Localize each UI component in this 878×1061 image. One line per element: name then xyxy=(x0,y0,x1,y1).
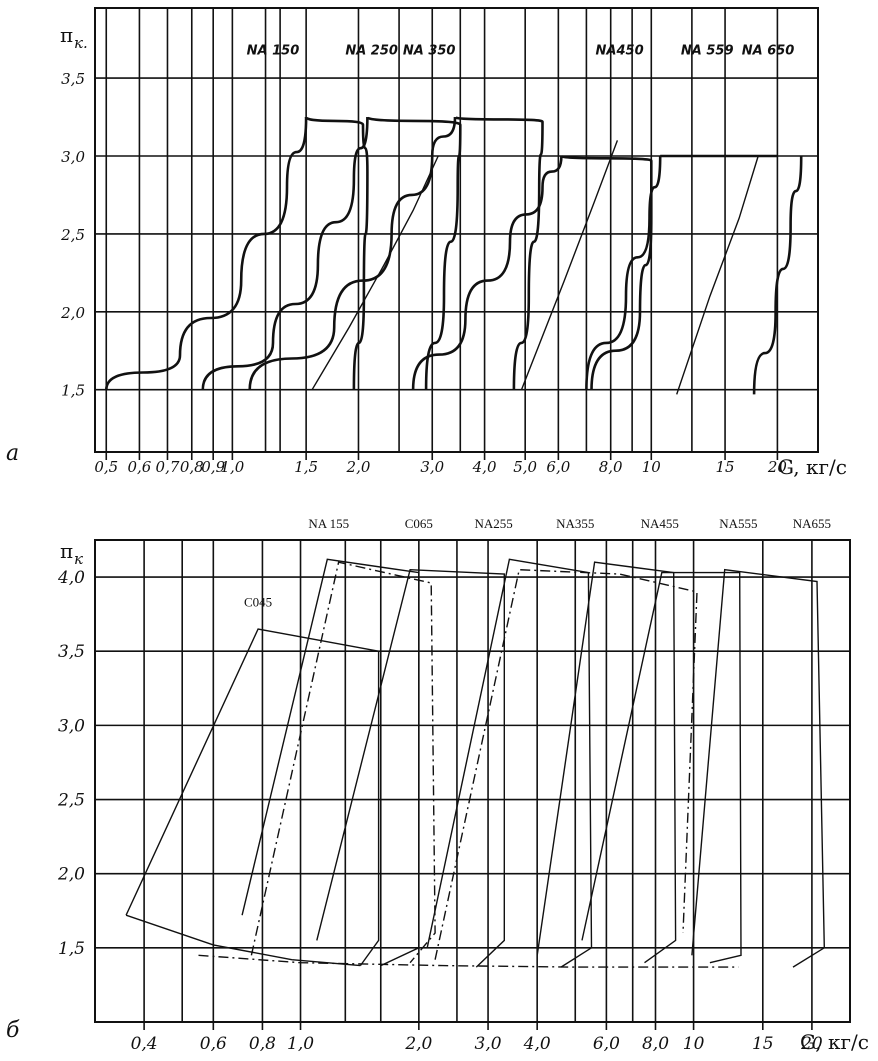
series-annotation: NA 559 xyxy=(681,44,734,59)
y-tick-label: 1,5 xyxy=(61,382,85,400)
y-tick-label: 1,5 xyxy=(58,939,85,959)
series-line-na450 xyxy=(560,154,653,390)
series-line-na650 xyxy=(752,155,803,395)
x-tick-label: 0,4 xyxy=(131,1034,158,1054)
y-tick-label: 2,5 xyxy=(57,791,85,811)
series-line-na350 xyxy=(453,115,544,390)
x-tick-label: 3,0 xyxy=(420,458,444,476)
series-line-na250 xyxy=(201,117,369,390)
y-tick-label: 2,0 xyxy=(57,865,85,885)
series-line-na150 xyxy=(105,117,308,390)
series-annotation: NA555 xyxy=(719,516,757,531)
series-line xyxy=(676,155,759,395)
plot-frame xyxy=(94,7,819,453)
x-tick-label: 10 xyxy=(683,1034,705,1054)
x-tick-label: 2,0 xyxy=(404,1034,432,1054)
y-tick-label: 3,0 xyxy=(61,148,85,166)
series-line xyxy=(520,140,619,390)
x-tick-label: 0,8 xyxy=(180,458,204,476)
x-axis-label: G, кг/с xyxy=(800,1030,869,1054)
series-line-c065 xyxy=(250,561,436,964)
panel-label: б xyxy=(6,1018,20,1043)
x-tick-label: 0,5 xyxy=(94,458,118,476)
x-tick-label: 6,0 xyxy=(546,458,570,476)
x-tick-label: 1,5 xyxy=(294,458,318,476)
series-annotation: NA255 xyxy=(475,516,513,531)
y-tick-label: 3,0 xyxy=(58,716,85,736)
series-line-na150 xyxy=(304,116,369,390)
x-tick-label: 20 xyxy=(767,458,788,476)
series-line-na255 xyxy=(316,568,505,968)
y-tick-label: 2,5 xyxy=(60,226,85,244)
series-line-na450 xyxy=(411,155,563,390)
series-line xyxy=(311,155,439,391)
series-line-na155 xyxy=(241,558,420,967)
series-line-na455 xyxy=(434,568,698,960)
series-line-na559 xyxy=(585,155,662,390)
x-tick-label: 1,0 xyxy=(287,1034,314,1054)
x-tick-label: 5,0 xyxy=(513,458,537,476)
series-annotation: NA 250 xyxy=(345,44,398,59)
series-annotation: C065 xyxy=(405,516,433,531)
series-annotation: NA 650 xyxy=(742,44,795,59)
x-tick-label: 2,0 xyxy=(346,458,371,476)
x-tick-label: 3,0 xyxy=(475,1034,502,1054)
x-tick-label: 15 xyxy=(716,458,735,476)
x-tick-label: 0,9 xyxy=(201,458,225,476)
x-tick-label: 1,0 xyxy=(220,458,244,476)
y-tick-label: 3,5 xyxy=(58,642,85,662)
series-line-na250 xyxy=(366,115,462,390)
series-line xyxy=(198,954,739,968)
y-axis-label-subscript: к. xyxy=(74,34,88,52)
x-tick-label: 10 xyxy=(642,458,662,476)
y-tick-label: 2,0 xyxy=(60,304,85,322)
panel-label: а xyxy=(6,441,19,466)
series-annotation: NA450 xyxy=(596,44,644,59)
x-tick-label: 4,0 xyxy=(523,1034,551,1054)
series-line-c045 xyxy=(125,628,380,967)
x-tick-label: 15 xyxy=(752,1034,774,1054)
plot-frame xyxy=(94,539,851,1023)
x-tick-label: 0,6 xyxy=(127,458,151,476)
y-axis-label-subscript: к xyxy=(74,550,83,568)
x-tick-label: 20 xyxy=(800,1034,823,1054)
x-axis-label: G, кг/с xyxy=(778,455,847,479)
series-line-na350 xyxy=(248,117,457,390)
y-axis-label: π xyxy=(60,539,73,563)
x-tick-label: 4,0 xyxy=(472,458,497,476)
series-annotation: NA455 xyxy=(641,516,679,531)
x-tick-label: 0,7 xyxy=(156,458,180,476)
series-annotation: NA355 xyxy=(556,516,594,531)
x-tick-label: 8,0 xyxy=(642,1034,669,1054)
x-tick-label: 0,8 xyxy=(249,1034,276,1054)
series-line-na555 xyxy=(581,571,742,964)
y-tick-label: 4,0 xyxy=(57,568,85,588)
chart-panel-a: 0,5 0,6 0,7 0,80,91,0 1,5 2,0 3,0 4,0 5,0 6,0 8,0 1… xyxy=(6,7,847,479)
series-annotation: NA 155 xyxy=(308,516,349,531)
series-annotation: NA655 xyxy=(793,516,831,531)
x-tick-label: 0,6 xyxy=(200,1034,227,1054)
x-tick-label: 6,0 xyxy=(593,1034,620,1054)
y-tick-label: 3,5 xyxy=(61,70,85,88)
series-annotation: NA 150 xyxy=(247,44,300,59)
series-line-na655 xyxy=(691,568,826,968)
series-annotation: C045 xyxy=(244,595,272,610)
series-annotation: NA 350 xyxy=(403,44,456,59)
series-line-na355 xyxy=(426,558,593,968)
y-axis-label: π xyxy=(60,23,73,47)
x-tick-label: 8,0 xyxy=(599,458,623,476)
